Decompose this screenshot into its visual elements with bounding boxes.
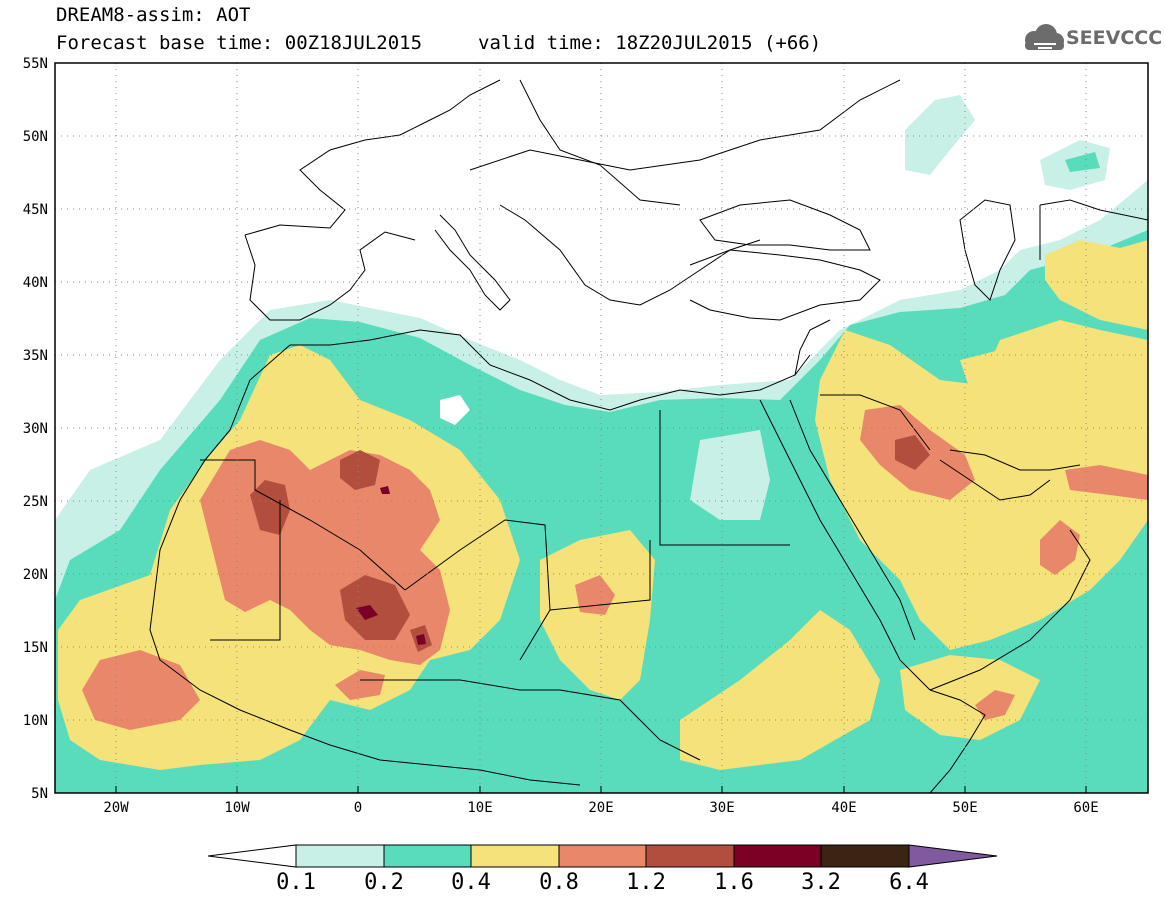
map-title: DREAM8-assim: AOT (56, 4, 251, 26)
lat-label: 30N (23, 421, 48, 437)
colorbar-arrow-high (908, 844, 998, 868)
lon-label: 0 (354, 800, 362, 816)
lon-label: 50E (952, 800, 977, 816)
colorbar-segment (295, 844, 385, 868)
colorbar (207, 844, 998, 868)
lat-label: 55N (23, 56, 48, 72)
lat-label: 25N (23, 494, 48, 510)
colorbar-label: 1.6 (714, 870, 754, 895)
lat-label: 10N (23, 713, 48, 729)
lon-label: 60E (1073, 800, 1098, 816)
forecast-base-time: Forecast base time: 00Z18JUL2015 (56, 32, 423, 54)
colorbar-segment (820, 844, 910, 868)
coastlines (149, 79, 1148, 793)
graticule (55, 63, 1148, 793)
lat-labels: 55N 50N 45N 40N 35N 30N 25N 20N 15N 10N … (23, 56, 48, 802)
colorbar-segment (558, 844, 647, 868)
lat-label: 5N (31, 786, 48, 802)
lon-label: 10W (224, 800, 250, 816)
colorbar-label: 6.4 (889, 870, 929, 895)
tick-marks (115, 786, 1087, 793)
lon-label: 20W (103, 800, 129, 816)
lat-label: 15N (23, 640, 48, 656)
lon-label: 30E (709, 800, 734, 816)
aot-field (55, 63, 1148, 793)
colorbar-segment (645, 844, 735, 868)
colorbar-label: 0.4 (451, 870, 491, 895)
lat-label: 50N (23, 129, 48, 145)
colorbar-label: 1.2 (626, 870, 666, 895)
lat-label: 45N (23, 202, 48, 218)
colorbar-arrow-low (207, 844, 297, 868)
colorbar-label: 0.2 (364, 870, 404, 895)
lat-label: 20N (23, 567, 48, 583)
lon-label: 40E (831, 800, 856, 816)
valid-time: valid time: 18Z20JUL2015 (+66) (478, 32, 822, 54)
logo-text: SEEVCCC (1066, 27, 1163, 49)
lat-label: 40N (23, 275, 48, 291)
colorbar-segment (733, 844, 822, 868)
colorbar-segment (383, 844, 472, 868)
lon-label: 20E (588, 800, 613, 816)
colorbar-label: 0.8 (539, 870, 579, 895)
colorbar-segment (470, 844, 560, 868)
colorbar-label: 0.1 (276, 870, 316, 895)
lon-label: 10E (467, 800, 492, 816)
lat-label: 35N (23, 348, 48, 364)
lon-labels: 20W 10W 0 10E 20E 30E 40E 50E 60E (103, 800, 1098, 816)
cloud-icon (1025, 24, 1064, 50)
colorbar-label: 3.2 (801, 870, 841, 895)
